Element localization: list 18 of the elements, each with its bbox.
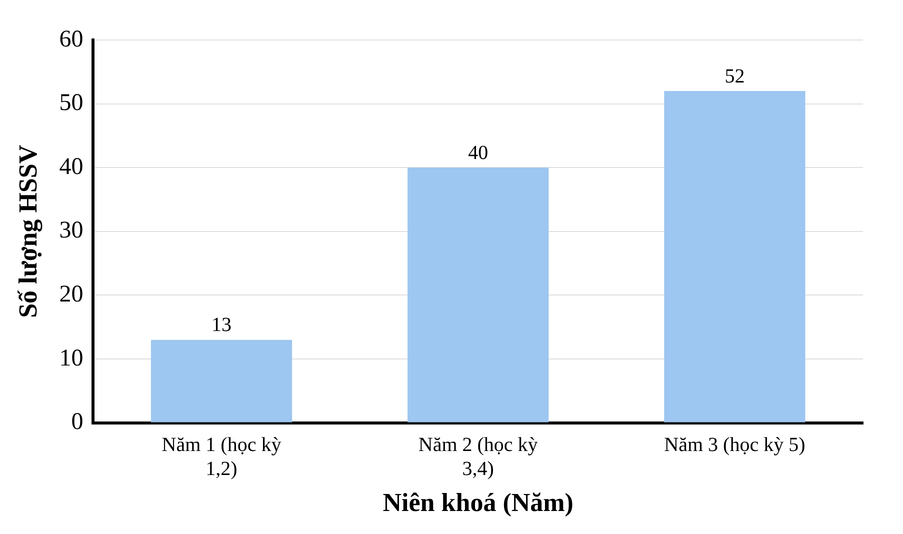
bar	[408, 168, 549, 422]
data-label: 13	[212, 314, 232, 336]
y-tick-label: 30	[59, 218, 84, 244]
data-label: 40	[468, 142, 488, 164]
x-tick-label: Năm 2 (học kỳ 3,4)	[418, 434, 538, 480]
bar	[150, 340, 292, 422]
y-tick-label: 40	[59, 154, 84, 180]
y-tick-label: 10	[59, 345, 84, 372]
y-tick-label: 0	[71, 409, 84, 436]
y-tick-label: 20	[59, 281, 84, 308]
y-tick-label: 50	[59, 90, 84, 116]
y-axis-title: Số lượng HSSV	[13, 144, 42, 318]
x-axis-title: Niên khoá (Năm)	[382, 488, 574, 518]
bar	[664, 91, 806, 422]
data-label: 52	[724, 65, 745, 88]
y-tick-label: 60	[59, 26, 84, 52]
x-tick-label: Năm 1 (học kỳ 1,2)	[162, 434, 282, 480]
x-tick-label: Năm 3 (học kỳ 5)	[664, 434, 806, 456]
